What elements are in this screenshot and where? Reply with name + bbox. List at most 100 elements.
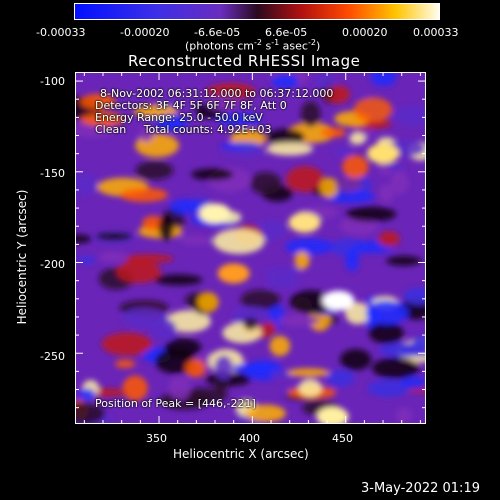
heatmap-cell <box>99 251 128 263</box>
heatmap-cell <box>135 161 174 180</box>
heatmap-cell <box>287 368 330 377</box>
heatmap-hotspot <box>367 143 400 164</box>
heatmap-cell <box>179 235 213 245</box>
heatmap-cell <box>122 307 168 328</box>
heatmap-cell <box>168 375 191 401</box>
heatmap-cell <box>114 359 136 369</box>
heatmap-cell <box>378 231 400 247</box>
heatmap-cell <box>326 370 355 387</box>
heatmap-cell <box>345 248 360 272</box>
heatmap-cell <box>319 177 339 198</box>
heatmap-cell <box>394 105 432 127</box>
heatmap-cell <box>185 359 206 378</box>
plot-area <box>50 66 446 433</box>
heatmap-cell <box>378 343 428 357</box>
heatmap-cell <box>365 300 409 325</box>
heatmap-cell <box>78 388 96 402</box>
heatmap-cell <box>80 93 116 110</box>
heatmap-cell <box>169 198 200 215</box>
heatmap-cell <box>214 355 233 381</box>
x-tick-label: 400 <box>239 432 260 445</box>
heatmap-cell <box>400 377 429 390</box>
colorbar-tick: 0.00020 <box>342 26 388 39</box>
colorbar-gradient <box>74 3 440 20</box>
heatmap-cell <box>390 170 409 195</box>
heatmap-cell <box>325 85 351 104</box>
heatmap-cell <box>249 171 282 195</box>
heatmap-cell <box>371 357 420 379</box>
heatmap-cell <box>124 254 174 264</box>
x-tick-label: 350 <box>146 432 167 445</box>
chart-title: Reconstructed RHESSI Image <box>128 52 361 70</box>
colorbar-tick: -0.00033 <box>36 26 86 39</box>
heatmap-svg <box>50 66 446 433</box>
y-tick-label: -150 <box>40 167 65 180</box>
heatmap-cell <box>289 290 332 315</box>
annotation-detectors: Detectors: 3F 4F 5F 6F 7F 8F, Att 0 <box>95 99 287 112</box>
heatmap-cell <box>156 114 187 132</box>
heatmap-cell <box>71 173 97 197</box>
heatmap-cell <box>346 206 397 222</box>
heatmap-cell <box>116 260 161 284</box>
heatmap-cell <box>266 274 299 289</box>
heatmap-cell <box>158 215 174 241</box>
heatmap-cell <box>266 142 314 156</box>
heatmap-cell <box>286 166 324 193</box>
heatmap-cell <box>324 189 376 204</box>
heatmap-cell <box>222 149 266 158</box>
x-axis-label: Heliocentric X (arcsec) <box>173 447 309 461</box>
heatmap-cell <box>233 306 268 318</box>
heatmap-cell <box>320 127 346 138</box>
heatmap-cell <box>95 232 133 241</box>
colorbar-unit-label: (photons cm-2 s-1 asec-2) <box>185 38 321 53</box>
heatmap-cell <box>285 238 334 255</box>
y-axis-label: Heliocentric Y (arcsec) <box>15 189 29 325</box>
axis-ticks <box>75 72 426 424</box>
heatmap-hotspot <box>316 406 349 427</box>
annotation-time-range: 8-Nov-2002 06:31:12.000 to 06:37:12.000 <box>100 87 334 100</box>
heatmap-cell <box>368 322 404 344</box>
heatmap-cell <box>206 95 240 112</box>
heatmap-cell <box>77 256 96 265</box>
heatmap-cell <box>340 348 372 371</box>
heatmap-cell <box>138 125 154 142</box>
heatmap-cell <box>122 375 148 401</box>
heatmap-hotspot <box>199 203 231 224</box>
heatmap-cell <box>386 255 422 266</box>
heatmap-cell <box>243 316 258 331</box>
heatmap-cell <box>213 228 265 254</box>
heatmap-cell <box>379 183 394 203</box>
colorbar-tick: 0.00033 <box>413 26 459 39</box>
heatmap-cell <box>133 104 178 118</box>
heatmap-cell <box>342 155 369 179</box>
colorbar-svg <box>74 3 440 20</box>
y-tick-label: -200 <box>40 258 65 271</box>
heatmap-hotspot <box>288 212 321 233</box>
footer-date: 3-May-2022 01:19 <box>361 481 480 496</box>
heatmap-cell <box>191 168 234 181</box>
heatmap-cell <box>367 379 410 397</box>
heatmap-cell <box>119 187 168 203</box>
heatmap-cell <box>216 112 263 126</box>
heatmap-cell <box>232 363 275 374</box>
heatmap-cell <box>335 177 363 193</box>
heatmap-cell <box>345 302 370 325</box>
heatmap-cell <box>269 335 291 357</box>
heatmap-cell <box>266 128 305 146</box>
heatmap-cell <box>330 238 369 257</box>
heatmap-cell <box>396 407 412 424</box>
heatmap-cell <box>197 292 219 313</box>
colorbar-tick: 6.6e-05 <box>265 26 308 39</box>
annotation-clean: Clean Total counts: 4.92E+03 <box>95 123 272 136</box>
heatmap-cell <box>349 132 366 145</box>
colorbar-tick: -0.00020 <box>120 26 170 39</box>
colorbar-tick: -6.6e-05 <box>194 26 241 39</box>
x-tick-label: 450 <box>332 432 353 445</box>
y-tick-label: -250 <box>40 350 65 363</box>
heatmap-cell <box>219 142 262 151</box>
heatmap-cell <box>370 66 397 87</box>
y-tick-label: -100 <box>40 75 65 88</box>
heatmap-cell <box>80 112 125 127</box>
heatmap-hotspot <box>322 290 355 311</box>
heatmap-cell <box>300 101 321 127</box>
